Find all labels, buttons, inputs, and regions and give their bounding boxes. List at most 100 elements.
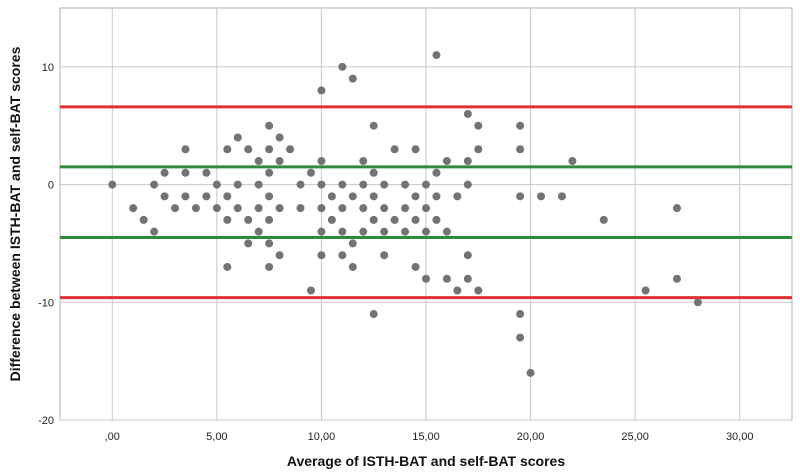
data-point (453, 286, 462, 295)
x-tick-label: 25,00 (621, 431, 649, 443)
data-point (348, 74, 357, 83)
data-point (599, 215, 608, 224)
data-point (537, 192, 546, 201)
data-point (265, 145, 274, 154)
data-point (317, 180, 326, 189)
data-point (327, 215, 336, 224)
data-point (296, 204, 305, 213)
data-point (422, 274, 430, 283)
data-point (442, 274, 451, 283)
data-point (369, 215, 378, 224)
data-point (411, 215, 420, 224)
data-point (223, 215, 232, 224)
data-point (265, 239, 274, 248)
data-point (348, 239, 357, 248)
data-point (306, 286, 315, 295)
x-tick-label: 30,00 (726, 431, 754, 443)
data-point (463, 180, 472, 189)
data-point (254, 180, 263, 189)
data-point (369, 168, 378, 177)
data-point (223, 192, 232, 201)
data-point (442, 157, 451, 166)
data-point (432, 215, 441, 224)
data-point (557, 192, 566, 201)
data-point (401, 180, 410, 189)
data-point (348, 192, 357, 201)
data-point (369, 121, 378, 130)
data-point (275, 251, 284, 260)
data-points (108, 51, 702, 377)
data-point (317, 227, 326, 236)
data-point (244, 145, 253, 154)
data-point (317, 86, 326, 95)
x-axis-title: Average of ISTH-BAT and self-BAT scores (287, 453, 565, 469)
data-point (233, 133, 242, 142)
data-point (526, 368, 535, 377)
data-point (244, 215, 253, 224)
data-point (401, 227, 410, 236)
data-point (265, 168, 274, 177)
data-point (327, 192, 336, 201)
data-point (672, 204, 681, 213)
data-point (306, 168, 315, 177)
data-point (223, 145, 232, 154)
data-point (516, 121, 525, 130)
data-point (641, 286, 650, 295)
data-point (359, 180, 368, 189)
data-point (474, 286, 483, 295)
x-tick-label: 10,00 (308, 431, 336, 443)
data-point (453, 192, 462, 201)
data-point (380, 251, 389, 260)
data-point (432, 51, 441, 60)
data-point (338, 227, 347, 236)
data-point (212, 204, 221, 213)
x-tick-label: ,00 (105, 431, 120, 443)
data-point (265, 192, 274, 201)
y-tick-label: 10 (42, 62, 54, 74)
data-point (296, 180, 305, 189)
data-point (693, 298, 702, 307)
data-point (432, 192, 441, 201)
y-tick-label: -10 (38, 297, 54, 309)
data-point (672, 274, 681, 283)
data-point (265, 262, 274, 271)
data-point (338, 180, 347, 189)
data-point (202, 168, 211, 177)
data-point (275, 204, 284, 213)
data-point (338, 62, 347, 71)
reference-lines (60, 105, 792, 300)
y-tick-labels: -20 -10 0 10 (38, 62, 54, 427)
data-point (568, 157, 577, 166)
data-point (129, 204, 138, 213)
data-point (338, 204, 347, 213)
x-tick-label: 20,00 (517, 431, 545, 443)
data-point (442, 227, 451, 236)
data-point (191, 204, 200, 213)
data-point (338, 251, 347, 260)
data-point (463, 251, 472, 260)
data-point (422, 204, 430, 213)
data-point (317, 251, 326, 260)
data-point (463, 109, 472, 118)
data-point (254, 227, 263, 236)
data-point (139, 215, 148, 224)
data-point (150, 180, 159, 189)
data-point (359, 157, 368, 166)
data-point (463, 274, 472, 283)
data-point (380, 204, 389, 213)
data-point (286, 145, 295, 154)
data-point (317, 157, 326, 166)
data-point (432, 168, 441, 177)
data-point (160, 168, 169, 177)
data-point (390, 145, 399, 154)
data-point (223, 262, 232, 271)
data-point (233, 204, 242, 213)
data-point (108, 180, 117, 189)
data-point (422, 180, 430, 189)
data-point (516, 310, 525, 319)
data-point (254, 157, 263, 166)
data-point (474, 121, 483, 130)
data-point (380, 180, 389, 189)
data-point (369, 192, 378, 201)
